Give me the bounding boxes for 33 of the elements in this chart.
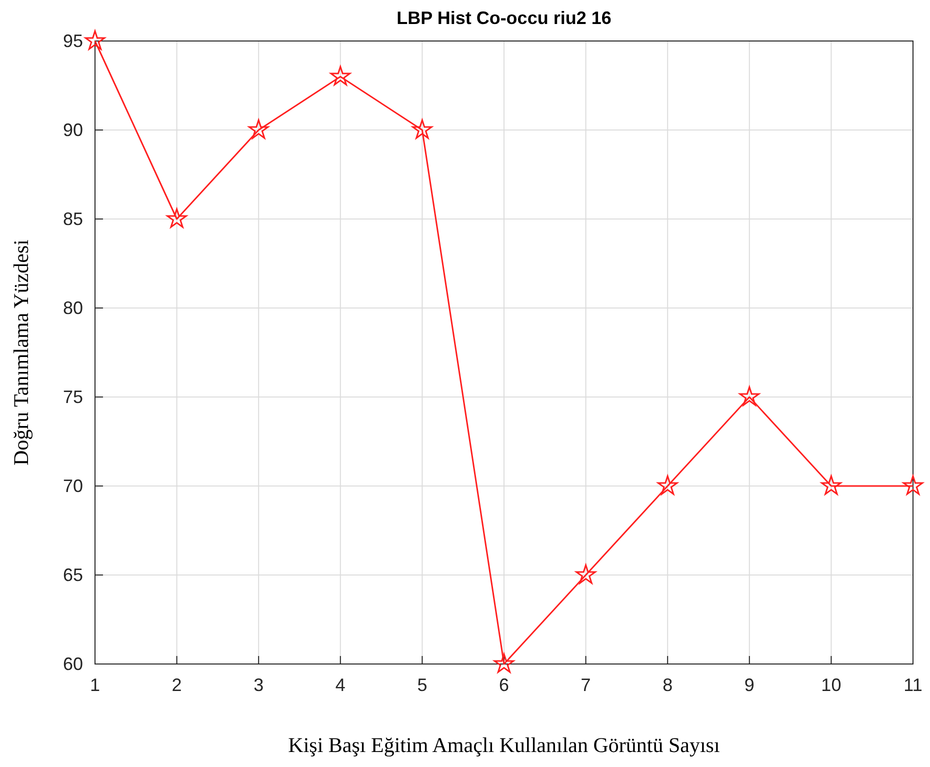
y-tick-label: 75	[62, 386, 83, 407]
point	[657, 475, 678, 495]
y-tick-label: 60	[62, 654, 83, 674]
point	[84, 30, 106, 50]
y-tick-label: 85	[62, 208, 83, 229]
y-tick-label: 90	[62, 120, 83, 140]
y-axis-title: Doğru Tanımlama Yüzdesi	[9, 239, 33, 466]
point	[166, 208, 187, 228]
point	[412, 119, 432, 139]
y-tick-label: 65	[62, 564, 83, 585]
x-tick-label: 4	[335, 674, 346, 695]
x-tick-label: 1	[90, 674, 100, 695]
point	[494, 653, 514, 673]
point	[739, 386, 760, 406]
x-tick-label: 2	[172, 674, 182, 695]
x-tick-label: 8	[662, 674, 673, 695]
point	[576, 564, 596, 584]
x-tick-label: 6	[498, 674, 510, 695]
y-tick-label: 70	[62, 476, 83, 496]
point	[821, 475, 842, 495]
chart-title: LBP Hist Co-occu riu2 16	[396, 8, 612, 28]
x-tick-label: 7	[580, 674, 591, 695]
point	[330, 66, 351, 86]
point	[902, 475, 924, 495]
x-tick-label: 5	[417, 674, 428, 695]
x-tick-label: 11	[904, 674, 922, 695]
y-tick-label: 95	[62, 30, 83, 51]
y-tick-label: 80	[62, 298, 83, 318]
x-tick-label: 10	[821, 674, 842, 695]
x-tick-label: 9	[744, 674, 754, 695]
x-axis-title: Kişi Başı Eğitim Amaçlı Kullanılan Görüntü Sayısı	[288, 733, 720, 757]
point	[248, 119, 269, 139]
x-tick-label: 3	[254, 674, 264, 695]
